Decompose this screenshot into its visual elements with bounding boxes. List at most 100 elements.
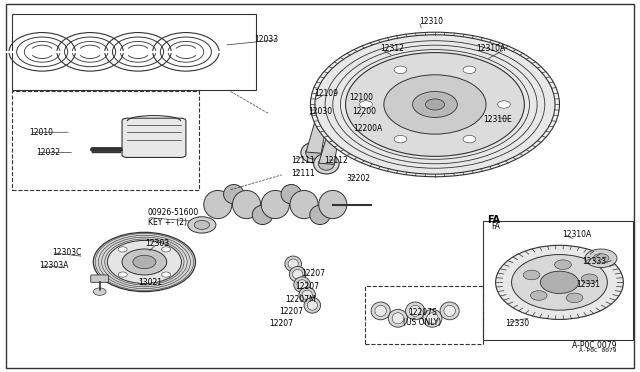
Ellipse shape [392,313,404,324]
Polygon shape [306,112,328,153]
Circle shape [310,32,559,177]
Text: 12331: 12331 [576,280,600,289]
Ellipse shape [306,146,321,159]
Ellipse shape [331,119,340,127]
Circle shape [585,249,617,267]
Text: 12303A: 12303A [39,261,68,270]
FancyBboxPatch shape [122,118,186,157]
Text: 12010: 12010 [29,128,53,137]
Text: 12330: 12330 [505,319,529,328]
Circle shape [581,274,598,283]
Text: 12100: 12100 [349,93,374,102]
Text: 12207: 12207 [279,307,303,316]
Text: A-P0C 0079: A-P0C 0079 [572,341,617,350]
Polygon shape [319,123,341,164]
Circle shape [413,92,458,118]
Text: 12310A: 12310A [563,230,592,239]
Circle shape [555,260,572,269]
Circle shape [540,271,579,294]
Ellipse shape [440,302,460,320]
Text: 12207: 12207 [269,320,294,328]
Circle shape [346,52,524,156]
Circle shape [384,75,486,134]
Ellipse shape [423,310,442,327]
Text: 12310A: 12310A [476,44,505,53]
Ellipse shape [223,185,244,204]
Circle shape [93,232,195,292]
Ellipse shape [410,305,421,317]
Text: 12303C: 12303C [52,248,81,257]
Circle shape [495,245,623,320]
Bar [365,286,483,343]
Ellipse shape [319,190,347,219]
Text: 12200: 12200 [353,108,377,116]
Circle shape [463,135,476,143]
Ellipse shape [232,190,260,219]
Circle shape [394,66,407,74]
Ellipse shape [261,190,289,219]
Ellipse shape [307,301,317,310]
Ellipse shape [427,313,438,324]
Text: 12200A: 12200A [353,124,383,133]
Ellipse shape [371,302,390,320]
Circle shape [161,247,170,252]
Text: 12032: 12032 [36,148,60,157]
Ellipse shape [406,302,425,320]
Ellipse shape [310,205,330,225]
Circle shape [108,240,181,283]
Ellipse shape [319,157,334,170]
Text: FA: FA [487,215,500,225]
Circle shape [161,272,170,277]
Circle shape [315,35,555,174]
Text: 00926-51600
KEY +- (2): 00926-51600 KEY +- (2) [148,208,199,227]
Ellipse shape [285,256,301,272]
Bar [12,92,198,190]
FancyBboxPatch shape [91,275,109,282]
Text: 12207: 12207 [295,282,319,291]
Text: 12312: 12312 [381,44,404,53]
Text: 32202: 32202 [346,174,371,183]
Circle shape [497,101,510,108]
Ellipse shape [294,277,310,292]
Text: 12303: 12303 [145,239,169,248]
Text: A-P0C 0079: A-P0C 0079 [579,349,616,353]
Circle shape [566,293,583,303]
Ellipse shape [289,266,306,282]
Ellipse shape [314,105,332,119]
Ellipse shape [388,310,408,327]
Text: 12111: 12111 [291,155,315,164]
Ellipse shape [302,290,312,300]
Text: 12111: 12111 [291,169,315,177]
Ellipse shape [252,205,273,225]
Circle shape [463,66,476,74]
Text: 12310E: 12310E [483,115,511,124]
Text: 12310: 12310 [419,17,443,26]
Ellipse shape [204,190,232,219]
Text: 13021: 13021 [138,278,162,287]
Circle shape [133,255,156,269]
Ellipse shape [319,108,328,116]
Text: 12333: 12333 [582,257,606,266]
Ellipse shape [444,305,456,317]
Circle shape [118,247,127,252]
Text: 12207: 12207 [301,269,326,278]
Circle shape [593,254,609,263]
Text: 12109: 12109 [314,89,339,98]
Ellipse shape [375,305,387,317]
Ellipse shape [304,298,321,313]
Circle shape [188,217,216,233]
Circle shape [93,288,106,295]
Text: 12030: 12030 [308,108,332,116]
Circle shape [194,221,209,230]
Text: 12112: 12112 [324,155,348,164]
Circle shape [360,101,372,108]
Circle shape [426,99,445,110]
Ellipse shape [297,280,307,289]
Ellipse shape [292,269,303,279]
Ellipse shape [327,116,345,130]
Ellipse shape [281,185,301,204]
Ellipse shape [301,142,326,163]
Bar [483,221,633,340]
Text: 12207M: 12207M [285,295,316,304]
Circle shape [394,135,407,143]
